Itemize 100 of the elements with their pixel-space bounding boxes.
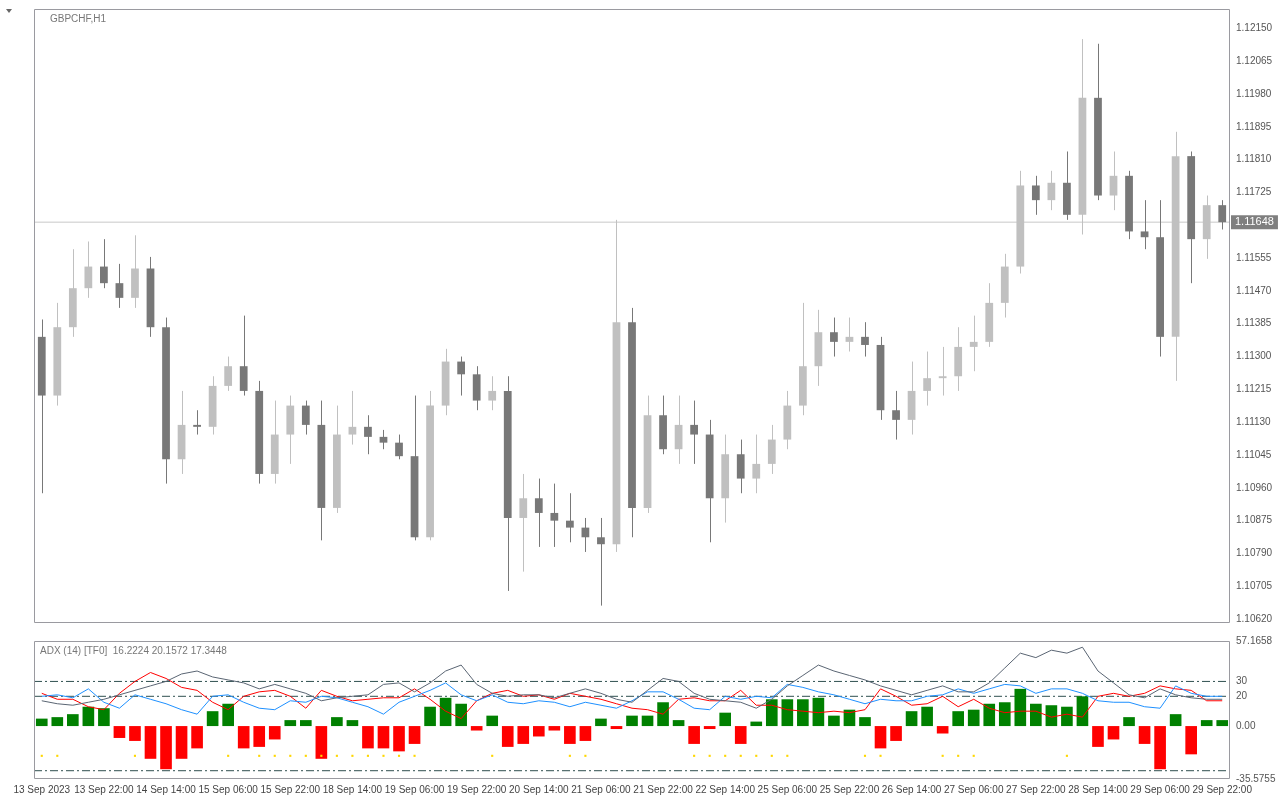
candlestick (348, 390, 357, 446)
candlestick (395, 434, 403, 460)
candlestick (84, 240, 93, 299)
bar (1216, 720, 1229, 727)
y-tick-label: 1.11810 (1236, 153, 1272, 165)
bar (35, 718, 48, 727)
bar (299, 720, 312, 727)
bar (1092, 726, 1104, 747)
x-tick-label: 22 Sep 14:00 (695, 783, 756, 795)
y-tick-label: 1.12150 (1236, 22, 1273, 34)
bar (797, 699, 809, 727)
x-tick-label: 15 Sep 06:00 (198, 783, 259, 795)
bar (206, 711, 219, 727)
bar (346, 720, 359, 727)
bar (1107, 726, 1120, 740)
chart-title: ADX (14) [TF0] 16.2224 20.1572 17.3448 (40, 644, 228, 656)
bar (237, 726, 250, 749)
bar (983, 703, 996, 727)
candlestick (892, 390, 900, 441)
bar (501, 726, 514, 747)
bar (98, 708, 110, 727)
bar (470, 726, 483, 731)
bar (1014, 688, 1027, 727)
bar (222, 703, 234, 727)
bar (781, 699, 794, 727)
bar (191, 726, 203, 749)
bar (315, 726, 328, 759)
bar (641, 715, 654, 727)
candlestick (457, 356, 466, 397)
y-tick-label: 1.11045 (1236, 448, 1272, 460)
bar (1138, 726, 1151, 744)
bar (67, 714, 79, 727)
candlestick (364, 414, 372, 455)
bar (952, 711, 965, 727)
bar (377, 726, 390, 749)
candlestick (115, 263, 124, 309)
bar (579, 726, 592, 741)
candlestick (923, 351, 931, 407)
y-tick-label: 1.11470 (1236, 284, 1272, 296)
bar (175, 726, 188, 759)
bar (905, 711, 918, 727)
bar (1154, 726, 1166, 770)
y-tick-label: 1.11130 (1236, 415, 1272, 427)
candlestick (752, 434, 761, 494)
x-tick-label: 29 Sep 06:00 (1130, 783, 1191, 795)
bar (595, 718, 607, 727)
bar (1030, 703, 1042, 727)
x-tick-label: 28 Sep 14:00 (1068, 783, 1129, 795)
x-tick-label: 19 Sep 06:00 (384, 783, 445, 795)
y-tick-label: 1.10790 (1236, 547, 1273, 559)
y-tick-label: 1.10620 (1236, 612, 1273, 624)
y-tick-label: 1.11980 (1236, 87, 1272, 99)
bar (828, 715, 840, 727)
bar (362, 726, 374, 749)
bar (859, 717, 871, 727)
bar (734, 726, 747, 744)
y-tick-label: 0.00 (1236, 719, 1256, 731)
bar (564, 726, 576, 744)
candlestick (193, 409, 201, 436)
bar (610, 726, 623, 730)
x-tick-label: 27 Sep 22:00 (1006, 783, 1067, 795)
candlestick (1140, 199, 1149, 250)
bar (672, 720, 685, 727)
candlestick (597, 517, 605, 607)
bar (532, 726, 545, 737)
x-tick-label: 18 Sep 14:00 (322, 783, 383, 795)
candlestick (830, 317, 838, 358)
x-tick-label: 21 Sep 22:00 (633, 783, 694, 795)
bar (113, 726, 126, 738)
bar (998, 702, 1011, 727)
candlestick (379, 429, 388, 450)
candlestick (1218, 199, 1227, 230)
bar (393, 726, 405, 752)
x-tick-label: 25 Sep 06:00 (757, 783, 818, 795)
y-tick-label: -35.5755 (1236, 772, 1276, 784)
candlestick (1047, 170, 1056, 211)
x-tick-label: 15 Sep 22:00 (260, 783, 321, 795)
bar (967, 709, 980, 727)
bar (765, 699, 778, 727)
x-tick-label: 29 Sep 22:00 (1192, 783, 1253, 795)
y-tick-label: 1.12065 (1236, 54, 1273, 66)
bar (688, 726, 700, 744)
bar (921, 706, 933, 727)
y-tick-label: 1.11300 (1236, 350, 1272, 362)
bar (1169, 714, 1182, 727)
x-tick-label: 19 Sep 22:00 (446, 783, 507, 795)
y-tick-label: 1.11895 (1236, 120, 1272, 132)
bar (874, 726, 887, 749)
chart-title: GBPCHF,H1 (50, 12, 107, 24)
bar (657, 702, 669, 727)
bar (936, 726, 949, 734)
x-tick-label: 13 Sep 22:00 (74, 783, 135, 795)
candlestick (550, 483, 559, 548)
candlestick (690, 400, 699, 465)
candlestick (519, 473, 528, 573)
candlestick (224, 356, 233, 392)
y-tick-label: 30 (1236, 675, 1248, 687)
y-tick-label: 1.11555 (1236, 251, 1272, 263)
candlestick (100, 238, 108, 289)
y-tick-label: 1.11725 (1236, 186, 1272, 198)
